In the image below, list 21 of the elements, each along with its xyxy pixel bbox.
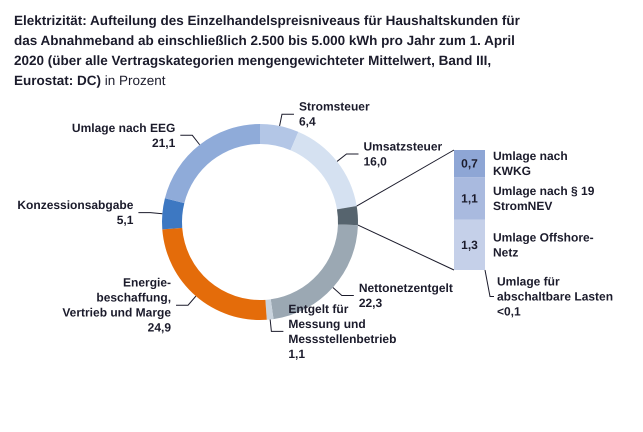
data-label: 1,1	[461, 191, 478, 206]
data-label: 24,9	[148, 320, 172, 335]
series-label: Umlage Offshore- Netz	[493, 230, 594, 260]
slice-label: Nettonetzentgelt	[358, 281, 453, 296]
chart-subtitle: in Prozent	[104, 73, 166, 88]
data-label: 6,4	[298, 114, 316, 129]
slice-label: Umsatzsteuer	[363, 140, 443, 154]
data-label: 1,1	[288, 346, 306, 361]
series-label: Umlage nach § 19 StromNEV	[493, 184, 595, 213]
data-label: 22,3	[358, 296, 383, 310]
slice-label: Stromsteuer	[298, 100, 370, 114]
slice-label: Energie- beschaffung, Vertrieb und Marge	[62, 276, 172, 320]
data-label: 1,3	[461, 238, 478, 252]
data-label: 0,7	[461, 156, 478, 171]
slice-label: Konzessionsabgabe	[17, 198, 134, 212]
data-label: 21,1	[152, 136, 176, 150]
series-label: Umlage nach KWKG	[493, 149, 568, 178]
data-label: 5,1	[116, 213, 134, 228]
text: Umlage für abschaltbare Lasten <0,1	[497, 274, 614, 318]
slice-label: Umlage nach EEG	[72, 120, 176, 135]
data-label: 16,0	[363, 154, 388, 169]
